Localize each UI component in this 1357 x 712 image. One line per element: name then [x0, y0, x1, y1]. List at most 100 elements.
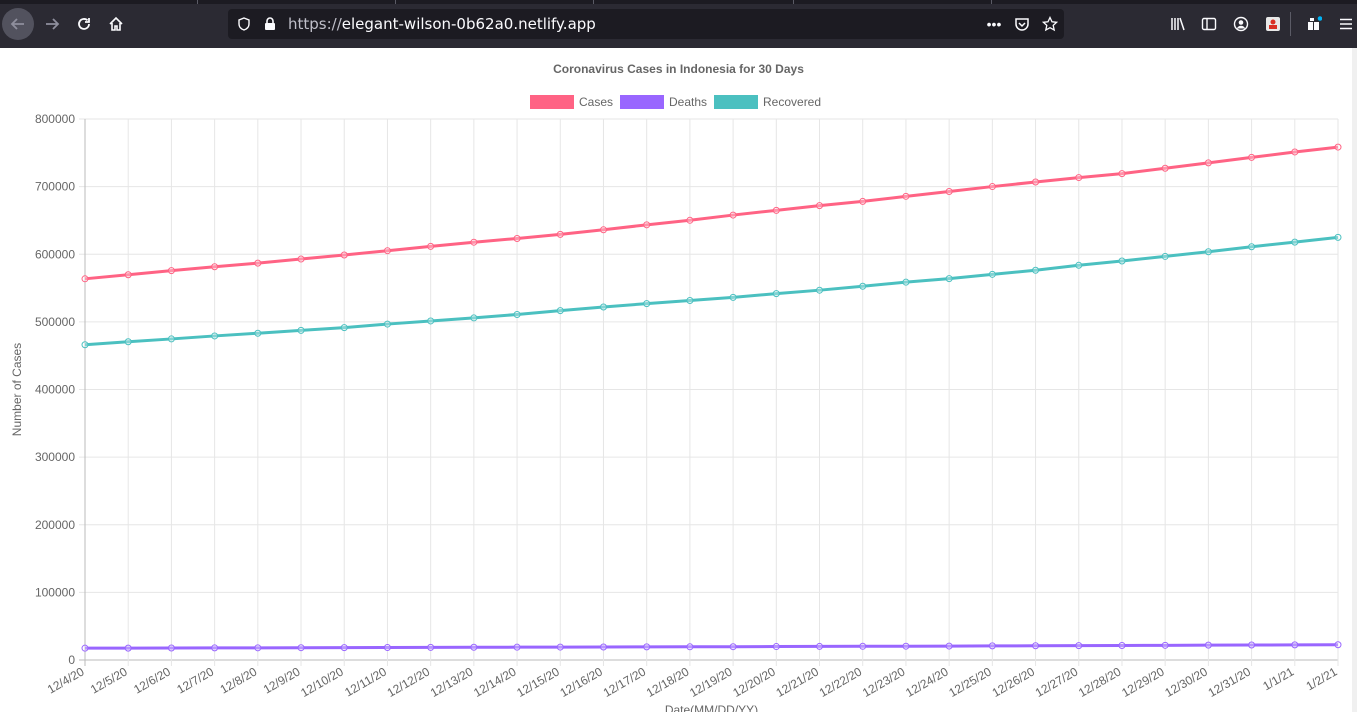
data-point-cases [816, 202, 824, 210]
y-tick-label: 500000 [35, 315, 75, 329]
data-point-cases [383, 247, 391, 255]
data-point-recovered [902, 278, 910, 286]
x-tick-label: 12/9/20 [261, 664, 303, 696]
data-point-cases [1032, 178, 1040, 186]
data-point-deaths [772, 643, 780, 651]
data-point-recovered [556, 307, 564, 315]
sidebar-icon[interactable] [1194, 8, 1224, 40]
lock-icon[interactable] [260, 9, 280, 39]
x-tick-label: 12/7/20 [174, 664, 216, 696]
data-point-cases [470, 238, 478, 246]
scrollbar[interactable] [1352, 48, 1357, 712]
legend-swatch-cases [530, 95, 574, 109]
data-point-deaths [643, 643, 651, 651]
data-point-recovered [859, 282, 867, 290]
forward-button[interactable] [36, 8, 68, 40]
data-point-cases [124, 271, 132, 279]
data-point-recovered [254, 329, 262, 337]
y-tick-label: 800000 [35, 112, 75, 126]
y-tick-label: 300000 [35, 450, 75, 464]
data-point-recovered [988, 270, 996, 278]
data-point-deaths [427, 643, 435, 651]
x-tick-label: 12/11/20 [342, 664, 389, 699]
more-icon[interactable]: ••• [986, 16, 1002, 32]
data-point-cases [988, 183, 996, 191]
x-tick-label: 12/26/20 [990, 664, 1038, 700]
menu-icon[interactable] [1331, 8, 1357, 40]
data-point-deaths [1334, 641, 1342, 649]
star-icon[interactable] [1040, 9, 1060, 39]
data-point-recovered [297, 326, 305, 334]
x-tick-label: 12/4/20 [45, 664, 87, 696]
data-point-recovered [1291, 238, 1299, 246]
x-tick-label: 12/29/20 [1119, 664, 1167, 700]
data-point-cases [1291, 148, 1299, 156]
url-scheme: https:// [288, 15, 342, 33]
y-tick-label: 700000 [35, 180, 75, 194]
data-point-recovered [211, 332, 219, 340]
data-point-deaths [1161, 641, 1169, 649]
extension-icon[interactable] [1258, 8, 1288, 40]
x-tick-label: 1/1/21 [1260, 664, 1296, 693]
x-tick-label: 12/24/20 [903, 664, 951, 700]
legend-label-deaths: Deaths [669, 95, 708, 109]
data-point-deaths [1075, 642, 1083, 650]
reload-button[interactable] [68, 8, 100, 40]
data-point-deaths [859, 642, 867, 650]
data-point-recovered [1334, 233, 1342, 241]
chart-title: Coronavirus Cases in Indonesia for 30 Da… [553, 62, 804, 76]
data-point-recovered [686, 296, 694, 304]
data-point-deaths [167, 644, 175, 652]
data-point-cases [211, 263, 219, 271]
back-button[interactable] [2, 8, 34, 40]
data-point-recovered [340, 324, 348, 332]
x-tick-label: 12/6/20 [131, 664, 173, 696]
data-point-recovered [1075, 261, 1083, 269]
x-tick-label: 12/16/20 [558, 664, 606, 700]
chart-area: Coronavirus Cases in Indonesia for 30 Da… [0, 48, 1357, 712]
data-point-cases [1334, 143, 1342, 151]
x-tick-label: 12/10/20 [298, 664, 346, 700]
data-point-recovered [1204, 248, 1212, 256]
data-point-cases [772, 206, 780, 214]
data-point-recovered [383, 320, 391, 328]
data-point-cases [1161, 164, 1169, 172]
data-point-deaths [599, 643, 607, 651]
data-point-deaths [124, 644, 132, 652]
legend-item-recovered[interactable]: Recovered [714, 93, 821, 111]
data-point-deaths [686, 643, 694, 651]
data-point-recovered [124, 338, 132, 346]
data-point-recovered [81, 341, 89, 349]
x-tick-label: 12/30/20 [1162, 664, 1210, 700]
x-tick-label: 12/17/20 [601, 664, 649, 700]
data-point-cases [859, 197, 867, 205]
y-tick-label: 0 [68, 653, 75, 667]
legend-item-deaths[interactable]: Deaths [620, 93, 707, 111]
x-tick-label: 12/21/20 [774, 664, 822, 700]
x-tick-label: 12/27/20 [1033, 664, 1081, 700]
x-tick-label: 12/22/20 [817, 664, 865, 700]
puzzle-icon[interactable] [1299, 8, 1329, 40]
data-point-cases [1075, 174, 1083, 182]
shield-icon[interactable] [234, 9, 254, 39]
data-point-deaths [1291, 641, 1299, 649]
legend-swatch-deaths [620, 95, 664, 109]
home-button[interactable] [100, 8, 132, 40]
data-point-recovered [1032, 266, 1040, 274]
legend-item-cases[interactable]: Cases [530, 93, 613, 111]
account-icon[interactable] [1226, 8, 1256, 40]
reload-icon [78, 18, 90, 30]
url-bar[interactable]: https://elegant-wilson-0b62a0.netlify.ap… [228, 9, 1064, 39]
data-point-recovered [1248, 243, 1256, 251]
tab-separator [793, 0, 794, 4]
data-point-cases [643, 221, 651, 229]
x-tick-label: 12/14/20 [471, 664, 519, 700]
data-point-cases [167, 267, 175, 275]
x-tick-label: 12/20/20 [730, 664, 778, 700]
data-point-cases [513, 234, 521, 242]
legend-label-cases: Cases [579, 95, 614, 109]
tab-separator [395, 0, 396, 4]
pocket-icon[interactable] [1012, 9, 1032, 39]
library-icon[interactable] [1163, 8, 1193, 40]
url-text[interactable]: https://elegant-wilson-0b62a0.netlify.ap… [288, 9, 596, 39]
